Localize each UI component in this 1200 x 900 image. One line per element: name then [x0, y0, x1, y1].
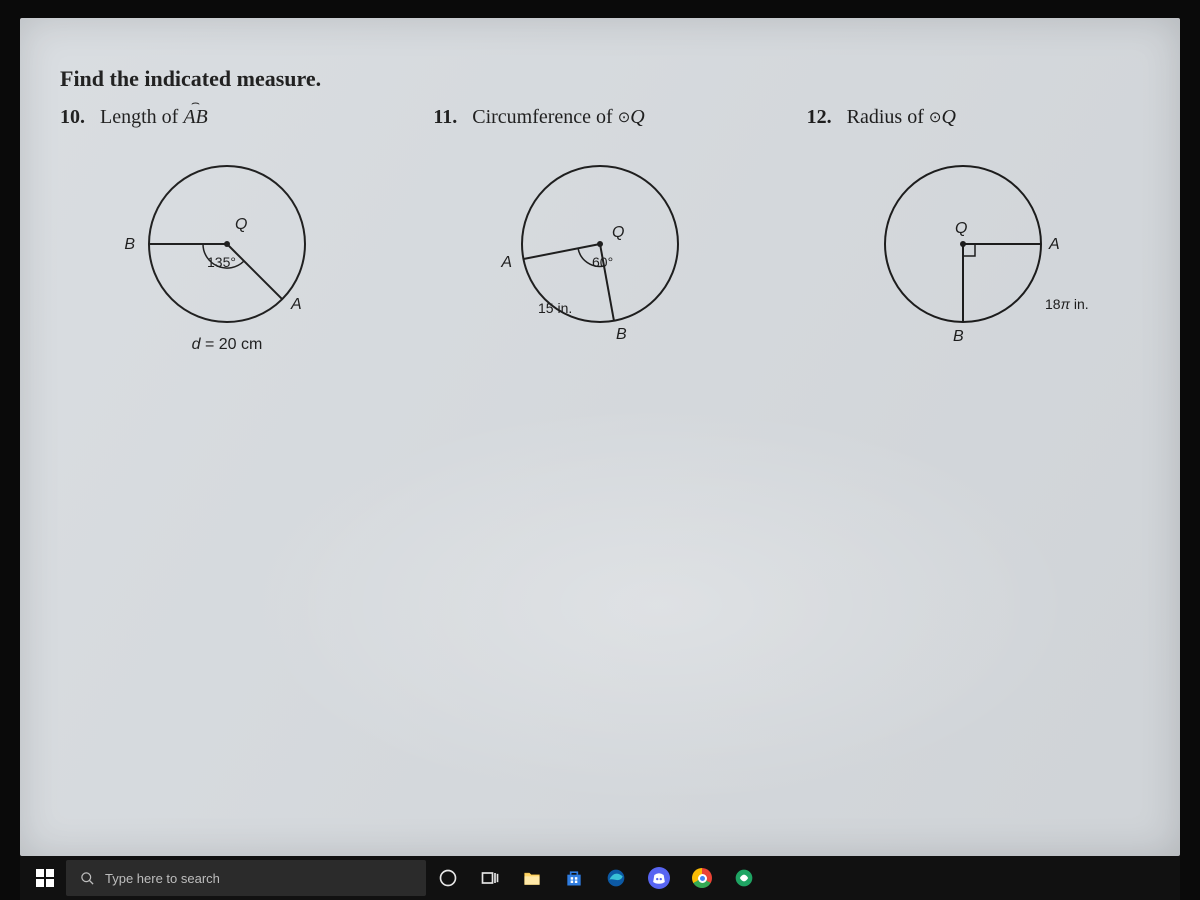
cortana-circle-icon — [438, 868, 458, 888]
chrome-button[interactable] — [682, 860, 722, 896]
discord-button[interactable] — [638, 860, 680, 896]
windows-start-icon — [36, 869, 54, 887]
p11-A-label: A — [500, 254, 512, 271]
p10-B-label: B — [124, 236, 135, 253]
problem-10-figure: Q B A 135° d = 20 cm — [60, 149, 393, 369]
problem-12-title: 12. Radius of ⊙Q — [807, 106, 1140, 129]
ms-store-icon — [564, 868, 584, 888]
problems-row: 10. Length of AB Q — [60, 106, 1140, 369]
problem-11-title: 11. Circumference of ⊙Q — [433, 106, 766, 129]
chrome-icon — [692, 868, 712, 888]
cortana-button[interactable] — [428, 860, 468, 896]
problem-12: 12. Radius of ⊙Q Q — [807, 106, 1140, 369]
p11-angle-label: 60° — [592, 254, 613, 270]
app-icon — [734, 868, 754, 888]
problem-10-arc: AB — [183, 106, 207, 129]
p10-Q-label: Q — [235, 216, 247, 233]
problem-11-number: 11. — [433, 106, 457, 128]
circle-symbol-icon: ⊙ — [618, 110, 631, 126]
problem-11: 11. Circumference of ⊙Q Q A — [433, 106, 766, 369]
search-placeholder: Type here to search — [105, 871, 220, 886]
search-icon — [80, 871, 95, 886]
problem-12-figure: Q A B 18π in. — [807, 149, 1140, 369]
task-view-button[interactable] — [470, 860, 510, 896]
p10-diameter-label: d = 20 cm — [191, 336, 262, 353]
file-explorer-button[interactable] — [512, 860, 552, 896]
problem-11-prompt: Circumference of — [472, 106, 617, 128]
problem-12-number: 12. — [807, 106, 832, 128]
problem-10-number: 10. — [60, 106, 85, 128]
ms-store-button[interactable] — [554, 860, 594, 896]
problem-10-prompt: Length of — [100, 106, 183, 128]
monitor-frame: Find the indicated measure. 10. Length o… — [0, 0, 1200, 900]
problem-12-circle: Q — [941, 106, 955, 128]
problem-10: 10. Length of AB Q — [60, 106, 393, 369]
task-view-icon — [480, 868, 500, 888]
problem-10-title: 10. Length of AB — [60, 106, 393, 129]
p11-B-label: B — [616, 326, 627, 343]
worksheet-content: Find the indicated measure. 10. Length o… — [20, 18, 1180, 369]
p12-B-label: B — [953, 328, 964, 345]
problem-11-circle: Q — [630, 106, 644, 128]
circle-symbol-icon: ⊙ — [929, 110, 942, 126]
edge-button[interactable] — [596, 860, 636, 896]
p11-Q-label: Q — [612, 224, 624, 241]
discord-icon — [648, 867, 670, 889]
p12-Q-label: Q — [955, 220, 967, 237]
p12-arc-label: 18π in. — [1045, 296, 1089, 312]
taskbar-search[interactable]: Type here to search — [66, 860, 426, 896]
worksheet-screen: Find the indicated measure. 10. Length o… — [20, 18, 1180, 856]
p12-A-label: A — [1048, 236, 1060, 253]
windows-taskbar: Type here to search — [20, 856, 1180, 900]
edge-icon — [606, 868, 626, 888]
p10-angle-label: 135° — [207, 254, 236, 270]
problem-12-prompt: Radius of — [847, 106, 929, 128]
instruction-heading: Find the indicated measure. — [60, 66, 1140, 92]
start-button[interactable] — [26, 860, 64, 896]
problem-11-figure: Q A B 60° 15 in. — [433, 149, 766, 369]
file-explorer-icon — [522, 868, 542, 888]
p10-A-label: A — [290, 296, 302, 313]
p11-arc-label: 15 in. — [538, 300, 572, 316]
app-button[interactable] — [724, 860, 764, 896]
